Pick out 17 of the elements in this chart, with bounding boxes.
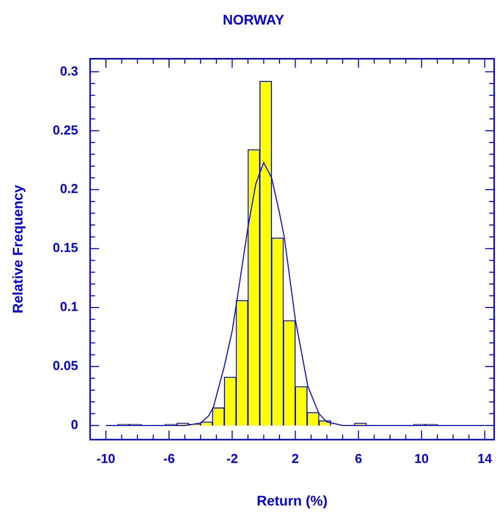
- y-tick-label: 0.25: [52, 122, 78, 138]
- x-tick-label: 2: [292, 450, 299, 466]
- x-tick-label: 14: [477, 450, 493, 466]
- y-tick-label: 0.05: [52, 358, 78, 374]
- x-axis-title: Return (%): [256, 492, 328, 508]
- y-tick-label: 0.3: [60, 63, 78, 78]
- x-tick-label: -10: [96, 450, 116, 466]
- chart-title: NORWAY: [222, 11, 285, 28]
- y-tick-label: 0.2: [60, 181, 78, 196]
- y-tick-label: 0.15: [52, 240, 78, 256]
- x-tick-label: 10: [414, 450, 429, 466]
- x-tick-label: -6: [163, 450, 175, 466]
- x-tick-label: -2: [226, 450, 238, 466]
- y-tick-label: 0: [70, 417, 78, 432]
- y-axis-title: Relative Frequency: [9, 184, 26, 314]
- y-tick-label: 0.1: [60, 299, 78, 314]
- x-tick-label: 6: [354, 450, 362, 466]
